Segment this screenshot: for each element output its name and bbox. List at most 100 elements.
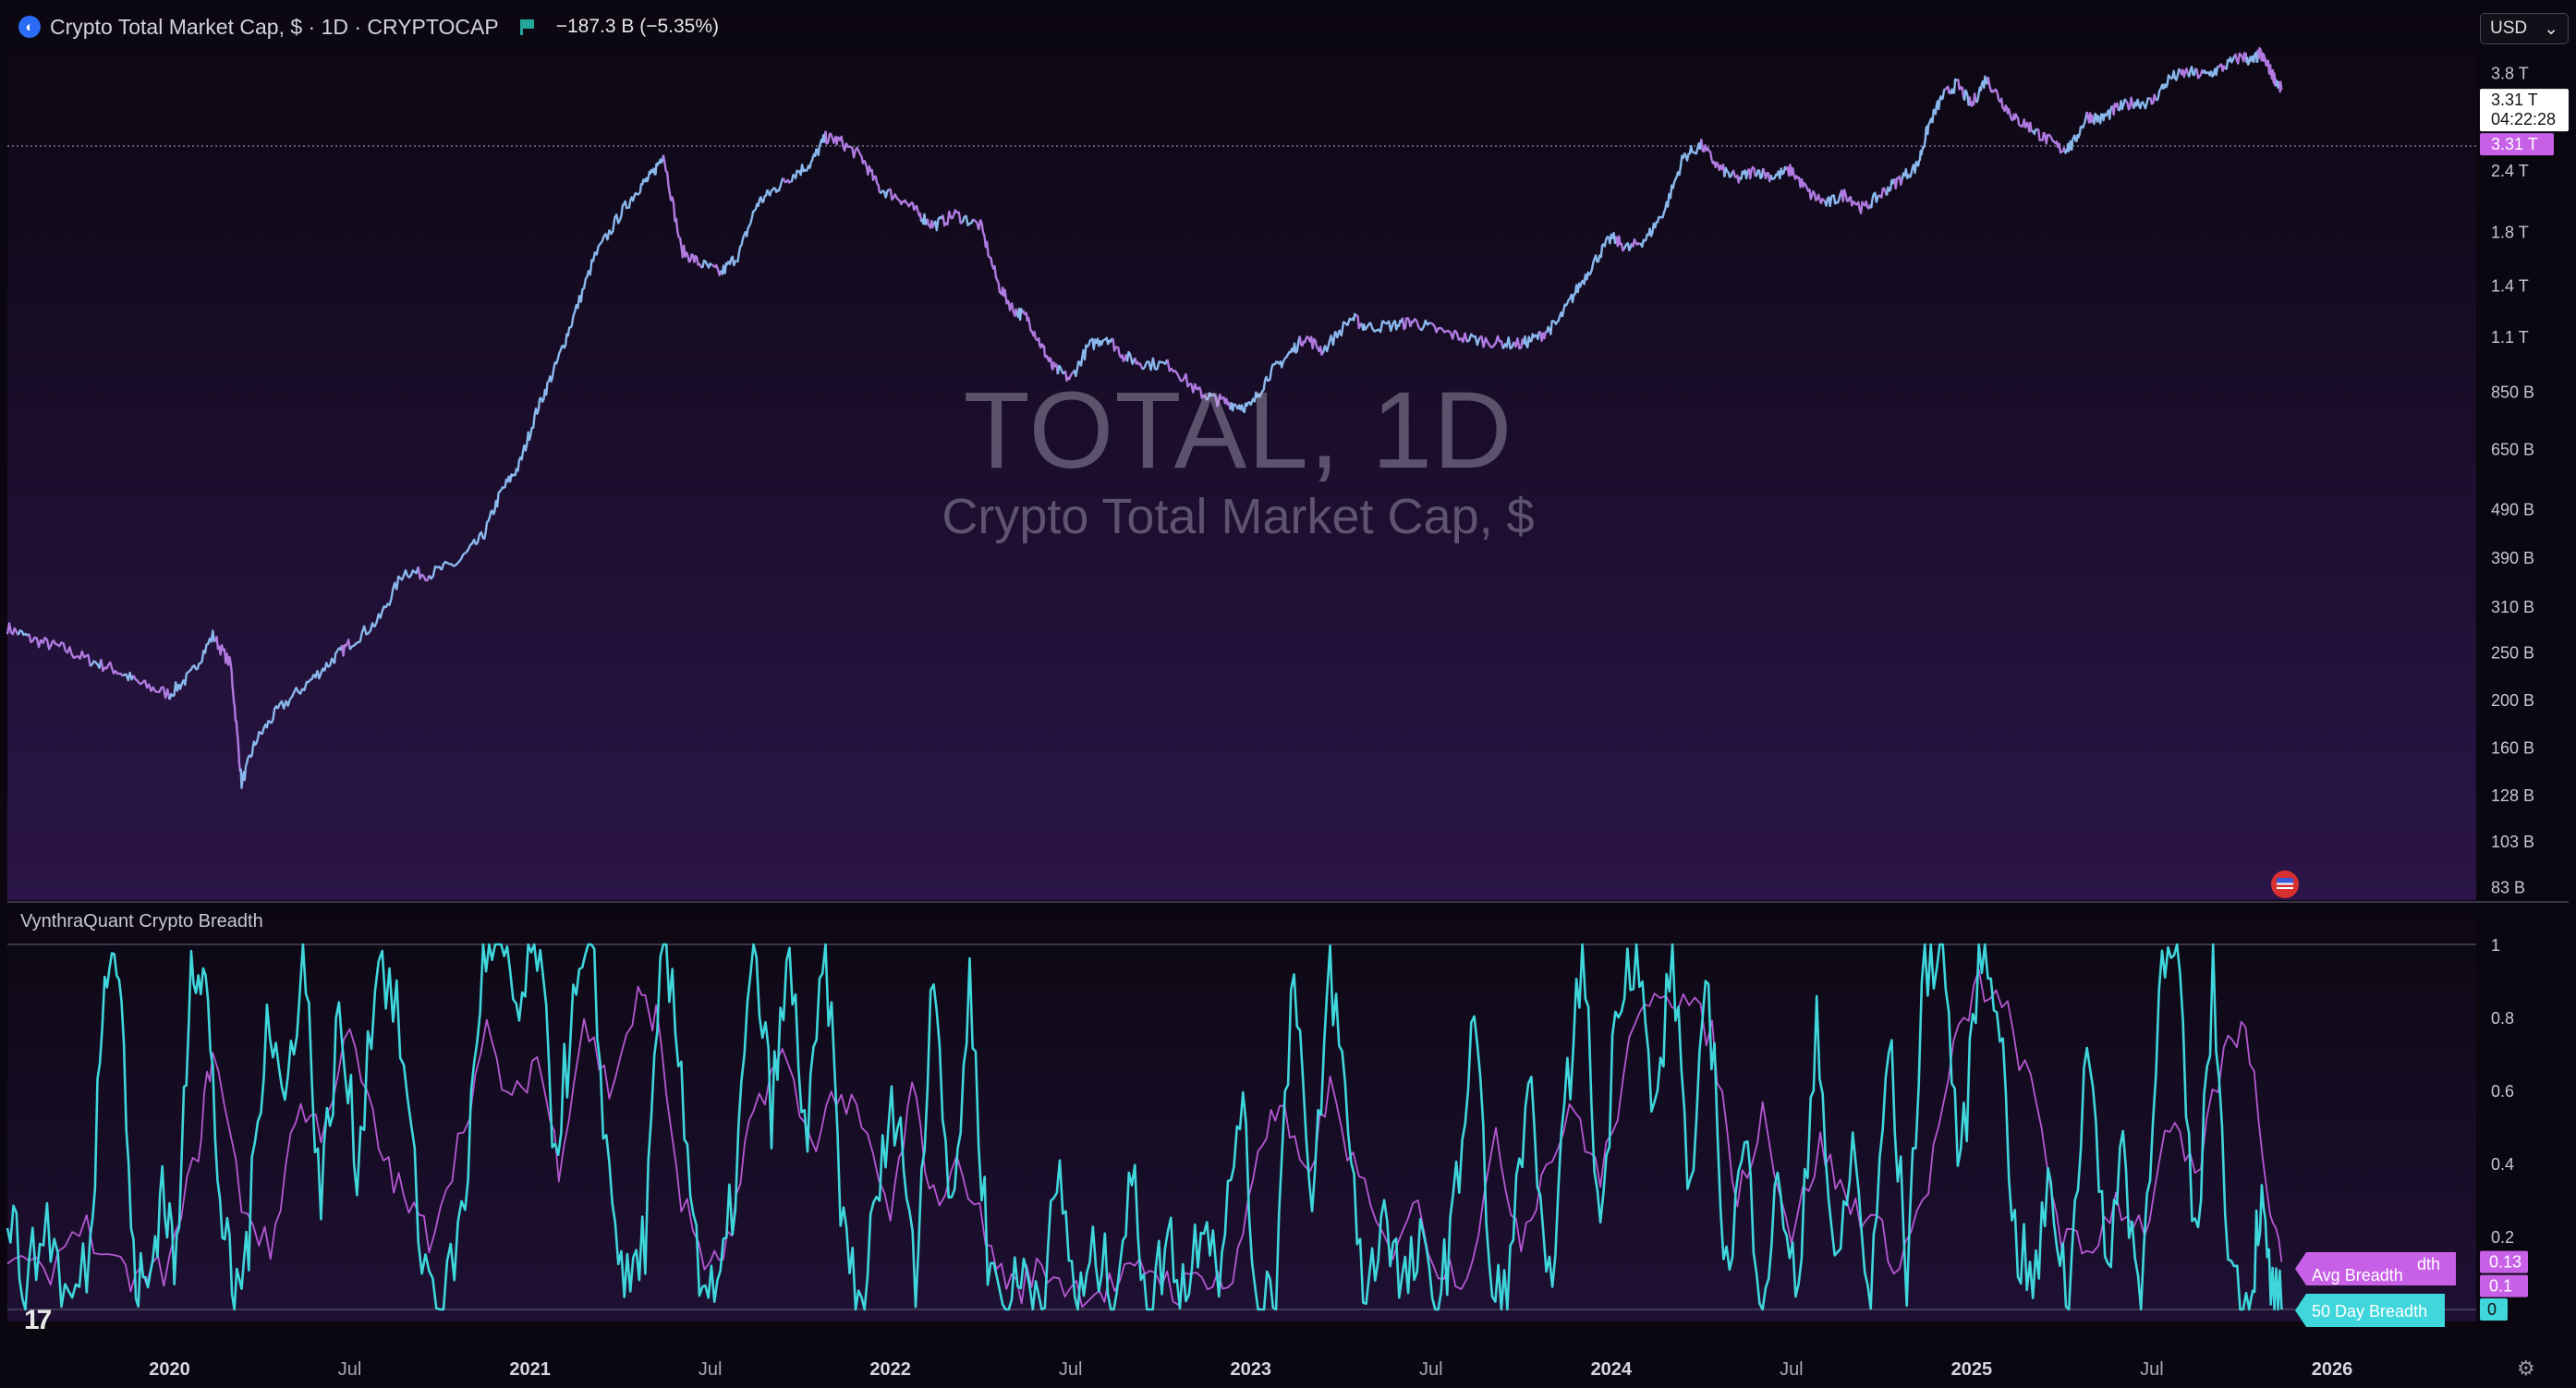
bar-countdown: 04:22:28 <box>2491 110 2556 128</box>
price-line-segment <box>805 155 815 173</box>
price-line-segment <box>1368 320 1384 334</box>
price-line-segment <box>1592 254 1602 263</box>
price-line-segment <box>238 765 248 789</box>
price-line-segment <box>1885 177 1896 196</box>
price-line-segment <box>1877 187 1889 199</box>
time-tick-label: 2022 <box>869 1359 911 1380</box>
indicator-title[interactable]: VynthraQuant Crypto Breadth <box>20 911 263 931</box>
price-line-segment <box>897 198 908 206</box>
price-line-segment <box>28 633 43 649</box>
price-line-segment <box>475 530 487 546</box>
settings-gear-icon[interactable]: ⚙ <box>2517 1357 2535 1380</box>
symbol-header[interactable]: ◐ Crypto Total Market Cap, $ · 1D · CRYP… <box>18 13 719 41</box>
price-line-segment <box>926 218 935 229</box>
price-line-segment <box>990 257 1000 284</box>
price-line-segment <box>831 135 839 146</box>
price-line-segment <box>267 705 279 724</box>
price-line-segment <box>1393 317 1404 331</box>
price-line-segment <box>2092 112 2101 126</box>
price-line-segment <box>1298 335 1309 347</box>
price-line-segment <box>972 218 985 233</box>
market-status-flag-icon <box>519 18 534 35</box>
price-line-segment <box>2179 67 2190 79</box>
price-line-segment <box>1409 318 1422 331</box>
symbol-title[interactable]: Crypto Total Market Cap, $ · 1D · CRYPTO… <box>50 14 499 39</box>
price-line-segment <box>1607 231 1618 245</box>
price-line-segment <box>608 213 622 236</box>
price-line-segment <box>1346 312 1357 326</box>
price-line-segment <box>1027 322 1037 339</box>
price-line-segment <box>1259 375 1270 395</box>
price-line-segment <box>1777 165 1788 180</box>
time-axis[interactable]: 2020 Jul 2021 Jul 2022 Jul 2023 Jul 2024 Jul 2025 J… <box>149 1359 2352 1380</box>
price-line-segment <box>658 154 665 164</box>
price-line-segment <box>1987 77 1995 93</box>
breadth-tick-label: 0.2 <box>2491 1228 2514 1247</box>
price-line-segment <box>1306 335 1316 350</box>
price-line-segment <box>796 163 808 177</box>
price-line-segment <box>2042 131 2053 145</box>
price-line-segment <box>1693 139 1703 155</box>
time-tick-label: Jul <box>1419 1359 1443 1380</box>
price-line-segment <box>818 130 827 148</box>
price-line-segment <box>2272 72 2278 87</box>
price-line-segment <box>618 200 629 221</box>
price-line-segment <box>750 199 761 218</box>
price-line-segment <box>417 566 431 582</box>
price-line-segment <box>523 426 533 452</box>
tradingview-logo-icon[interactable]: 17 <box>24 1305 52 1335</box>
breadth-axis[interactable]: 1 0.8 0.6 0.4 0.2 <box>2491 936 2514 1247</box>
avg-breadth-legend-tag <box>2295 1252 2456 1285</box>
time-tick-label: Jul <box>2140 1359 2164 1380</box>
price-line-segment <box>333 644 344 664</box>
price-line-segment <box>40 636 55 651</box>
price-line-segment <box>1908 160 1919 178</box>
price-line-segment <box>301 674 315 692</box>
price-pane[interactable] <box>7 6 2476 900</box>
price-line-segment <box>863 159 873 177</box>
price-line-segment <box>1746 165 1757 180</box>
price-line-segment <box>1530 331 1540 342</box>
price-line-segment <box>2194 67 2205 79</box>
price-line-segment <box>229 664 237 722</box>
time-tick-label: 2020 <box>149 1359 190 1380</box>
price-line-segment <box>597 229 611 247</box>
currency-select[interactable]: USD ⌄ <box>2480 13 2569 44</box>
price-line-segment <box>1355 314 1363 330</box>
price-line-segment <box>1360 322 1371 332</box>
price-tick-label: 310 B <box>2491 598 2534 616</box>
price-line-segment <box>2202 69 2213 77</box>
price-line-segment <box>727 255 737 267</box>
price-line-segment <box>1622 242 1634 252</box>
price-line-segment <box>743 217 753 237</box>
price-line-segment <box>782 177 792 184</box>
price-line-segment <box>577 270 590 303</box>
price-line-segment <box>2278 80 2283 93</box>
breadth-tick-label: 0.6 <box>2491 1082 2514 1101</box>
price-tick-label: 650 B <box>2491 440 2534 458</box>
price-line-segment <box>222 648 232 666</box>
price-line-segment <box>206 629 216 646</box>
cryptocap-logo-icon: ◐ <box>18 16 41 38</box>
price-line-segment <box>196 643 208 670</box>
price-tick-label: 850 B <box>2491 383 2534 401</box>
price-line-segment <box>52 639 67 652</box>
price-line-segment <box>6 622 19 636</box>
price-line-segment <box>2250 54 2256 64</box>
fifty-day-value: 0 <box>2487 1300 2497 1319</box>
price-line-segment <box>2218 63 2228 73</box>
price-line-segment <box>1072 360 1083 378</box>
economic-event-flag-icon[interactable] <box>2271 871 2299 898</box>
price-line-segment <box>1022 310 1031 323</box>
price-line-segment <box>627 192 637 209</box>
price-line-segment <box>1944 85 1952 95</box>
price-line-segment <box>1154 359 1169 371</box>
breadth-series <box>6 943 2283 1311</box>
price-tick-label: 3.8 T <box>2491 64 2529 82</box>
price-line-segment <box>913 204 923 223</box>
price-line-segment <box>701 259 713 269</box>
price-line-segment <box>1478 335 1493 349</box>
price-line-segment <box>1401 317 1412 331</box>
